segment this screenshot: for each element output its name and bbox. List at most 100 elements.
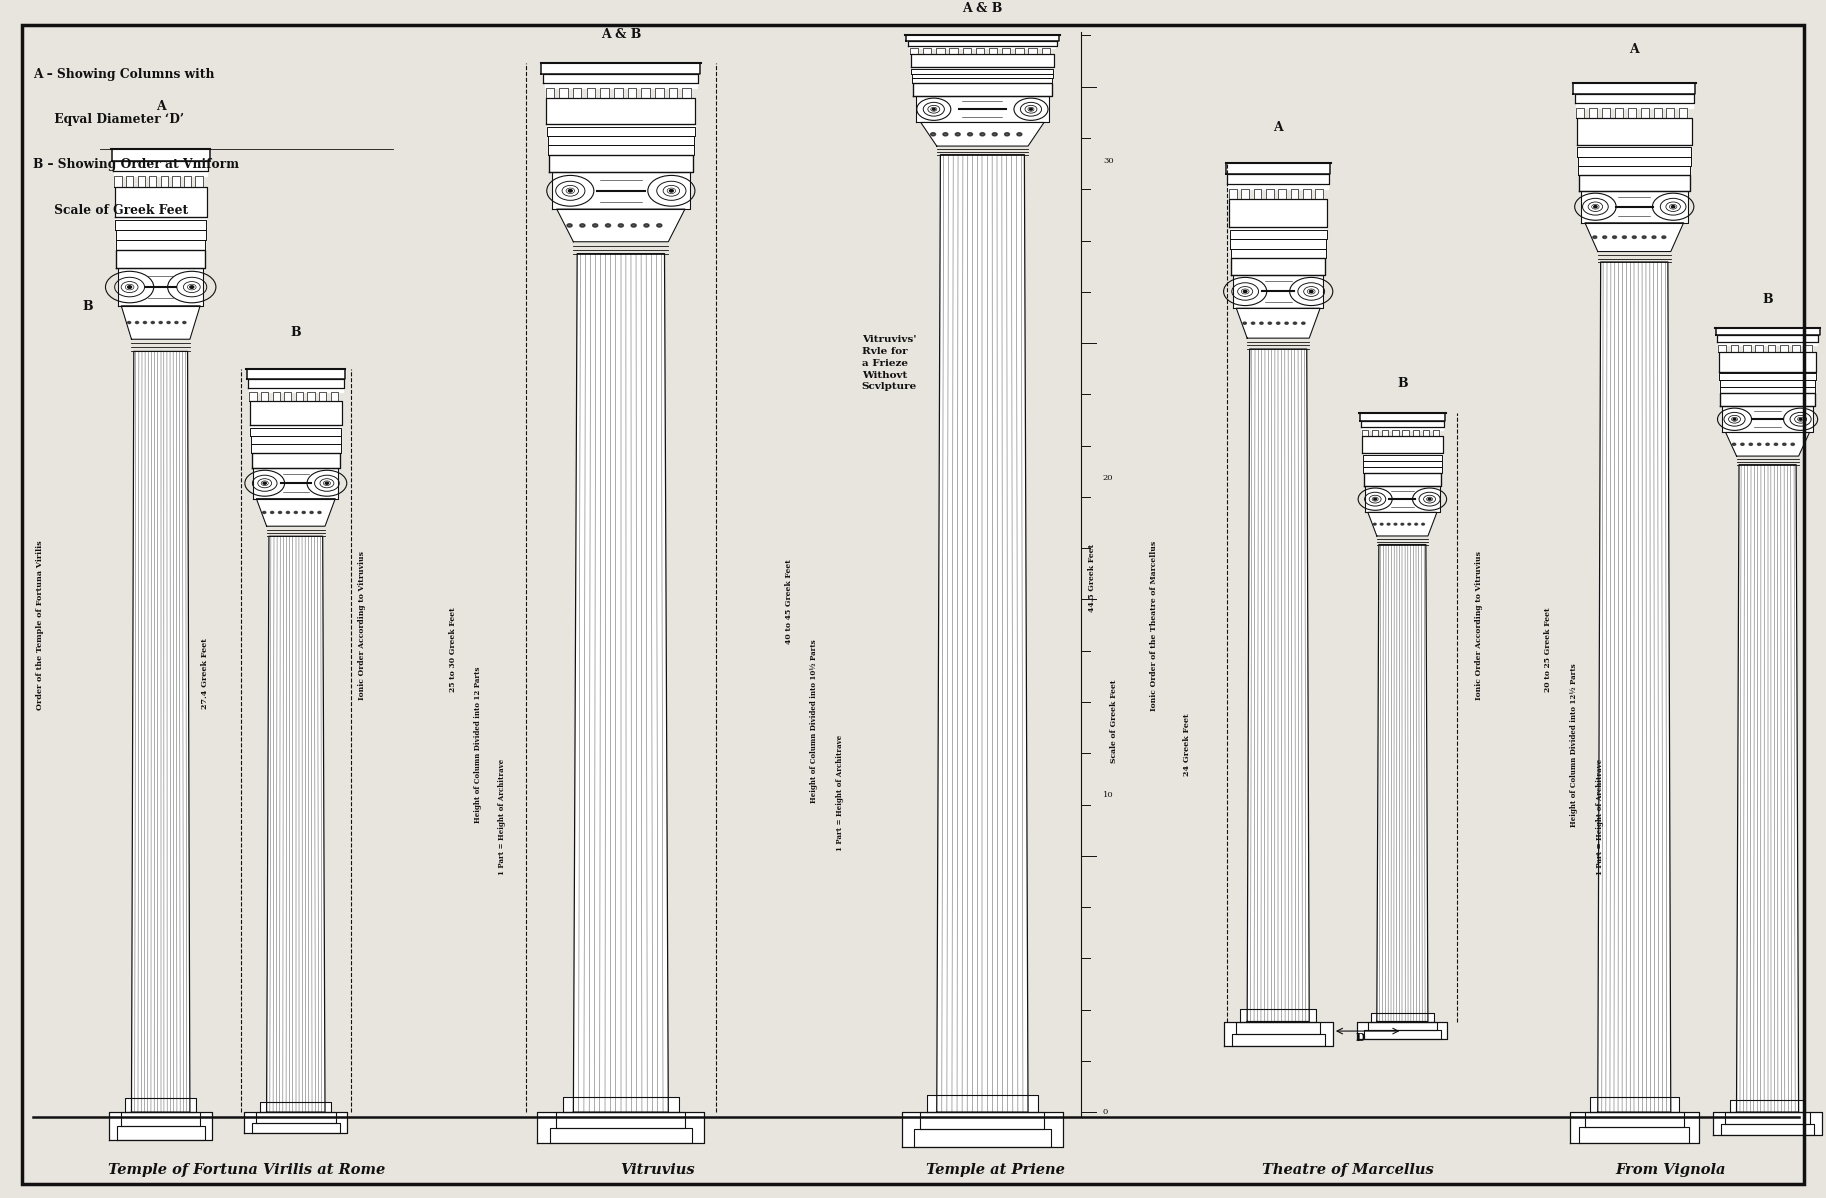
Bar	[250, 425, 341, 428]
Text: From Vignola: From Vignola	[1616, 1162, 1726, 1176]
Polygon shape	[937, 155, 1028, 1112]
Text: A – Showing Columns with: A – Showing Columns with	[33, 67, 214, 80]
Bar	[546, 98, 696, 125]
Bar	[1755, 345, 1762, 352]
Bar	[548, 145, 694, 155]
Circle shape	[619, 224, 623, 228]
Text: 25 to 30 Greek Feet: 25 to 30 Greek Feet	[449, 607, 456, 692]
Polygon shape	[1726, 432, 1810, 456]
Bar	[110, 1112, 212, 1139]
Bar	[1791, 345, 1800, 352]
Bar	[1028, 48, 1037, 54]
Circle shape	[632, 224, 635, 228]
Bar	[1231, 1034, 1326, 1046]
Bar	[1382, 430, 1388, 436]
Polygon shape	[256, 498, 336, 526]
Bar	[1720, 387, 1815, 393]
Polygon shape	[267, 537, 325, 1112]
Circle shape	[1757, 443, 1760, 446]
Bar	[259, 1102, 332, 1112]
Circle shape	[1393, 524, 1397, 525]
Text: 30: 30	[1103, 157, 1114, 164]
Bar	[1654, 108, 1662, 119]
Bar	[1744, 345, 1751, 352]
Bar	[628, 87, 635, 98]
Circle shape	[1251, 322, 1254, 325]
Polygon shape	[920, 122, 1044, 146]
Bar	[1720, 1124, 1813, 1136]
Circle shape	[1309, 290, 1313, 292]
Text: A & B: A & B	[962, 2, 1002, 16]
Bar	[1278, 189, 1286, 199]
Bar	[1718, 345, 1726, 352]
Bar	[909, 46, 1055, 48]
Polygon shape	[1737, 465, 1799, 1112]
Circle shape	[1017, 133, 1023, 135]
Circle shape	[142, 321, 146, 323]
Bar	[161, 176, 168, 187]
Bar	[1402, 430, 1408, 436]
Circle shape	[166, 321, 170, 323]
Circle shape	[190, 286, 194, 289]
Text: Height of Column Divided into 12 Parts: Height of Column Divided into 12 Parts	[475, 667, 482, 823]
Bar	[1614, 108, 1623, 119]
Text: 20: 20	[1103, 473, 1114, 482]
Text: Height of Column Divided into 10½ Parts: Height of Column Divided into 10½ Parts	[811, 640, 818, 803]
Bar	[906, 36, 1059, 41]
Text: B – Showing Order at Vniform: B – Showing Order at Vniform	[33, 158, 239, 171]
Bar	[924, 48, 931, 54]
Bar	[1718, 352, 1817, 371]
Bar	[137, 176, 144, 187]
Circle shape	[593, 224, 597, 228]
Circle shape	[1662, 236, 1665, 238]
Bar	[285, 392, 292, 401]
Circle shape	[287, 512, 290, 514]
Text: Vitruvius: Vitruvius	[621, 1162, 694, 1176]
Circle shape	[159, 321, 163, 323]
Circle shape	[1302, 322, 1306, 325]
Bar	[641, 87, 650, 98]
Circle shape	[1293, 322, 1296, 325]
Circle shape	[1671, 206, 1674, 207]
Text: A: A	[155, 99, 166, 113]
Bar	[1254, 189, 1262, 199]
Circle shape	[1740, 443, 1744, 446]
Polygon shape	[1585, 223, 1684, 252]
Text: 1 Part = Height of Architrave: 1 Part = Height of Architrave	[1596, 758, 1603, 875]
Circle shape	[128, 321, 131, 323]
Bar	[1041, 48, 1050, 54]
Text: B: B	[1397, 376, 1408, 389]
Bar	[1371, 1014, 1433, 1022]
Bar	[1364, 473, 1441, 486]
Bar	[913, 78, 1052, 83]
Bar	[1015, 48, 1024, 54]
Bar	[586, 87, 595, 98]
Bar	[1229, 199, 1328, 226]
Bar	[1581, 190, 1687, 223]
Bar	[917, 96, 1048, 122]
Polygon shape	[573, 254, 668, 1112]
Bar	[111, 149, 210, 161]
Circle shape	[1594, 206, 1598, 207]
Bar	[1578, 145, 1691, 147]
Circle shape	[1388, 524, 1390, 525]
Text: 27.4 Greek Feet: 27.4 Greek Feet	[201, 637, 208, 709]
Circle shape	[270, 512, 274, 514]
Bar	[909, 48, 918, 54]
Bar	[256, 1112, 336, 1123]
Circle shape	[263, 482, 267, 484]
Bar	[331, 392, 338, 401]
Bar	[668, 87, 677, 98]
Bar	[975, 48, 984, 54]
Bar	[1574, 83, 1695, 95]
Bar	[1578, 147, 1691, 157]
Circle shape	[645, 224, 648, 228]
Bar	[1357, 1022, 1448, 1039]
Bar	[1362, 436, 1443, 453]
Bar	[557, 1112, 685, 1127]
Bar	[254, 467, 338, 498]
Bar	[1315, 189, 1322, 199]
Bar	[115, 240, 206, 250]
Polygon shape	[121, 305, 201, 339]
Bar	[248, 380, 343, 388]
